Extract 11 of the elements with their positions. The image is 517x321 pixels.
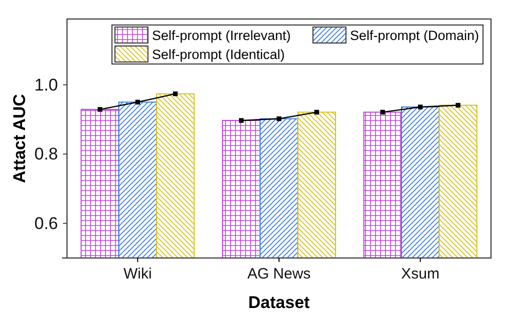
legend-label: Self-prompt (Domain)	[350, 28, 479, 43]
y-tick-label: 1.0	[34, 75, 58, 94]
x-tick-label: Xsum	[401, 266, 440, 282]
y-tick-label: 0.8	[34, 144, 58, 164]
y-axis-title: Attact AUC	[10, 94, 29, 184]
legend-label: Self-prompt (Irrelevant)	[152, 28, 291, 43]
x-tick-label: AG News	[247, 266, 311, 282]
y-tick-label: 0.6	[34, 214, 58, 233]
x-tick-label: Wiki	[124, 266, 152, 282]
legend-label: Self-prompt (Identical)	[152, 47, 285, 62]
x-axis-title: Dataset	[248, 293, 310, 312]
